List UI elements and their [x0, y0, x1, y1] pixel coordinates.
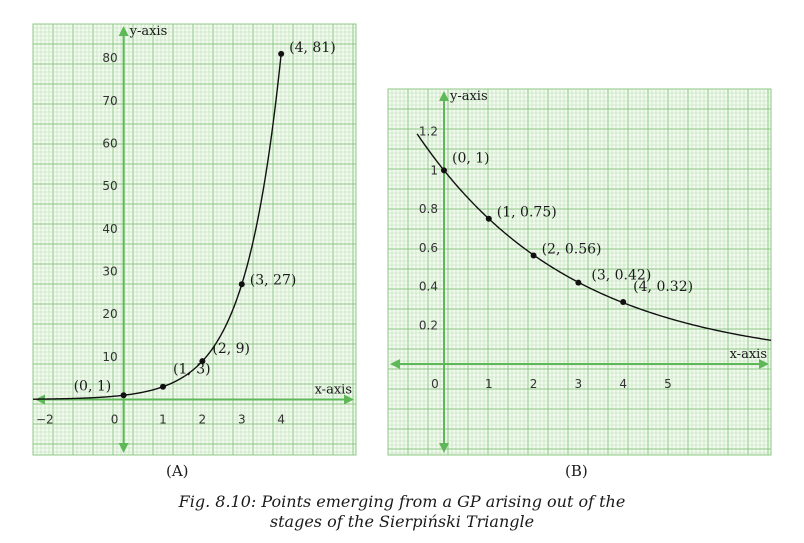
graph-paper-grid	[32, 23, 356, 455]
data-point-label: (1, 0.75)	[497, 205, 557, 221]
y-tick-label: 70	[102, 94, 117, 108]
panel-b-label: (B)	[565, 462, 588, 480]
y-tick-label: 80	[102, 51, 117, 65]
chart-b: x-axis y-axis 0 1 2 3 4 5 0.2 0.4 0.6 0.8 1 1.2 (0, 1)…	[387, 88, 772, 456]
y-axis-label: y-axis	[129, 24, 168, 39]
figure-caption-line-1: Fig. 8.10: Points emerging from a GP ari…	[178, 492, 626, 511]
y-tick-label: 0.4	[419, 280, 438, 294]
data-point	[278, 50, 285, 57]
data-point-label: (2, 9)	[212, 341, 250, 357]
y-tick-label: 0.6	[419, 241, 438, 255]
x-axis-label: x-axis	[315, 383, 352, 398]
y-axis-arrow-up	[118, 26, 129, 36]
data-point	[575, 279, 582, 286]
y-tick-label: 60	[102, 136, 117, 150]
y-tick-label: 1	[430, 163, 438, 177]
figure-caption-line-2: stages of the Sierpiński Triangle	[269, 512, 535, 531]
x-tick-label: 3	[575, 377, 583, 391]
y-axis-arrow-down	[118, 443, 129, 453]
y-tick-label: 1.2	[419, 125, 438, 139]
data-point-label: (3, 0.42)	[591, 268, 651, 284]
y-tick-label: 0.8	[419, 202, 438, 216]
y-tick-label: 20	[102, 307, 117, 321]
y-tick-label: 40	[102, 222, 117, 236]
data-point-label: (2, 0.56)	[542, 242, 602, 258]
data-point	[485, 215, 492, 222]
x-tick-label: 1	[159, 413, 167, 427]
x-tick-label: 0	[431, 377, 439, 391]
data-point	[159, 383, 166, 390]
grid-border	[32, 23, 357, 456]
gp-curve	[32, 53, 282, 400]
x-tick-label: 4	[619, 377, 627, 391]
data-point	[120, 392, 127, 399]
data-point-label: (4, 0.32)	[633, 279, 693, 295]
panel-a-label: (A)	[166, 462, 189, 480]
x-axis-label: x-axis	[730, 347, 767, 362]
y-axis-arrow-up	[438, 91, 449, 101]
x-axis-arrow-right	[759, 358, 769, 369]
x-tick-label: 2	[199, 413, 207, 427]
x-tick-label: 5	[664, 377, 672, 391]
data-point	[530, 252, 537, 259]
data-point-label: (0, 1)	[452, 150, 490, 166]
y-tick-label: 30	[102, 265, 117, 279]
data-point	[238, 281, 245, 288]
chart-a: x-axis y-axis −2 0 1 2 3 4 10 20 30 40 50 60 70 80 (0, 1…	[32, 23, 357, 456]
grid-border	[387, 88, 772, 456]
y-axis-arrow-down	[438, 443, 449, 453]
x-tick-label: 4	[277, 413, 285, 427]
x-tick-label: −2	[36, 413, 54, 427]
y-tick-label: 10	[102, 350, 117, 364]
data-point-label: (4, 81)	[289, 40, 336, 56]
x-axis-arrow-right	[344, 394, 354, 405]
x-tick-label: 3	[238, 413, 246, 427]
y-tick-label: 50	[102, 179, 117, 193]
data-point	[440, 167, 447, 174]
data-point	[620, 299, 627, 306]
graph-paper-grid	[387, 88, 771, 455]
x-tick-label: 1	[485, 377, 493, 391]
data-point-label: (1, 3)	[173, 362, 211, 378]
data-point-label: (3, 27)	[250, 272, 297, 288]
data-point-label: (0, 1)	[74, 378, 112, 394]
data-point	[199, 358, 206, 365]
x-tick-label: 2	[530, 377, 538, 391]
grid-background	[388, 89, 771, 455]
x-axis-arrow-left	[390, 358, 400, 369]
y-tick-label: 0.2	[419, 318, 438, 332]
x-tick-label: 0	[111, 413, 119, 427]
gp-curve	[416, 133, 772, 341]
y-axis-label: y-axis	[449, 89, 488, 104]
